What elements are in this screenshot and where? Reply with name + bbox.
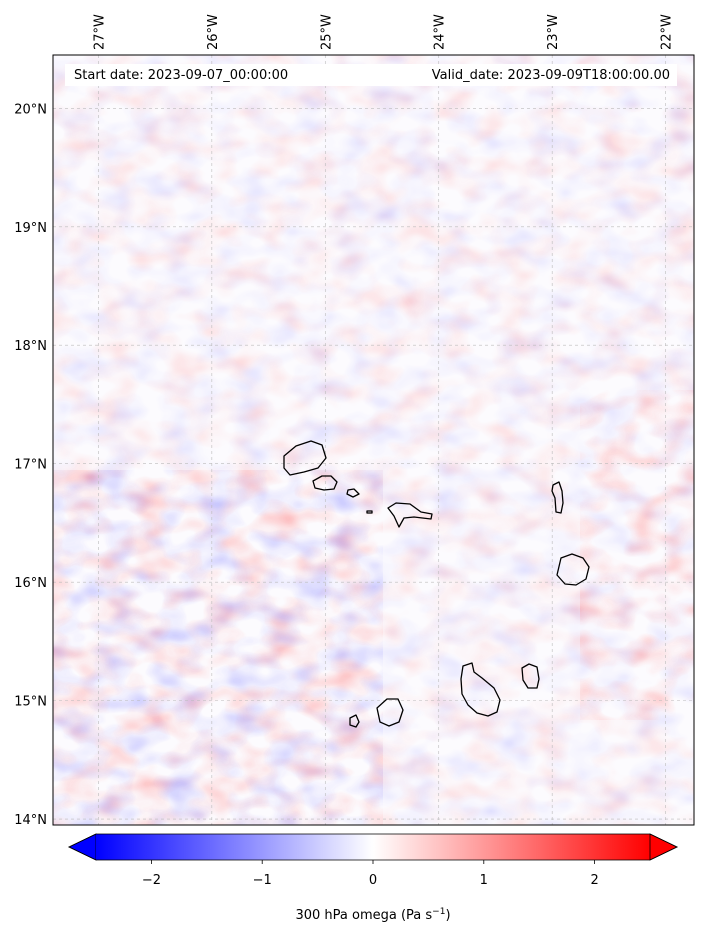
island-branco	[366, 510, 373, 514]
colorbar-label: 300 hPa omega (Pa s−1)	[295, 907, 450, 923]
island-sao-nicolau	[387, 502, 433, 528]
date-label-background	[65, 64, 677, 86]
lat-tick-label: 19°N	[14, 221, 47, 236]
map-frame	[52, 54, 695, 826]
colorbar: −2 −1 0 1 2 300 hPa omega (Pa s−1)	[68, 833, 678, 923]
omega-field	[53, 55, 694, 825]
lat-tick-label: 14°N	[14, 813, 47, 828]
map-gridlines	[53, 55, 694, 825]
lat-tick-label: 16°N	[14, 576, 47, 591]
colorbar-tick-label: −2	[142, 873, 161, 888]
island-sao-vicente	[312, 475, 338, 491]
colorbar-tick-label: 0	[369, 873, 377, 888]
coastlines	[283, 440, 590, 728]
colorbar-gradient	[96, 834, 650, 860]
colorbar-tick-label: 1	[480, 873, 488, 888]
island-brava	[349, 714, 360, 728]
lon-tick-label: 25°W	[319, 14, 334, 50]
lon-tick-label: 23°W	[546, 14, 561, 50]
lat-tick-label: 20°N	[14, 102, 47, 117]
island-santa-luzia	[346, 488, 360, 498]
island-maio	[521, 663, 540, 689]
island-fogo	[376, 698, 404, 727]
valid-date-label: Valid_date: 2023-09-09T18:00:00.00	[432, 68, 670, 83]
colorbar-extend-max	[649, 833, 678, 861]
lon-tick-label: 24°W	[433, 14, 448, 50]
island-sal	[551, 481, 564, 514]
longitude-tick-labels: 27°W 26°W 25°W 24°W 23°W 22°W	[92, 14, 674, 50]
colorbar-ticks: −2 −1 0 1 2	[142, 860, 599, 888]
lat-tick-label: 17°N	[14, 458, 47, 473]
island-santo-antao	[283, 440, 327, 476]
latitude-tick-labels: 20°N 19°N 18°N 17°N 16°N 15°N 14°N	[14, 102, 47, 828]
lon-tick-label: 22°W	[660, 14, 675, 50]
lon-tick-label: 26°W	[206, 14, 221, 50]
island-boa-vista	[556, 553, 590, 586]
lat-tick-label: 15°N	[14, 695, 47, 710]
colorbar-tick-label: −1	[253, 873, 272, 888]
island-santiago	[460, 662, 501, 717]
lon-tick-label: 27°W	[92, 14, 107, 50]
colorbar-tick-label: 2	[590, 873, 598, 888]
start-date-label: Start date: 2023-09-07_00:00:00	[74, 68, 288, 83]
colorbar-extend-min	[68, 833, 97, 861]
lat-tick-label: 18°N	[14, 339, 47, 354]
